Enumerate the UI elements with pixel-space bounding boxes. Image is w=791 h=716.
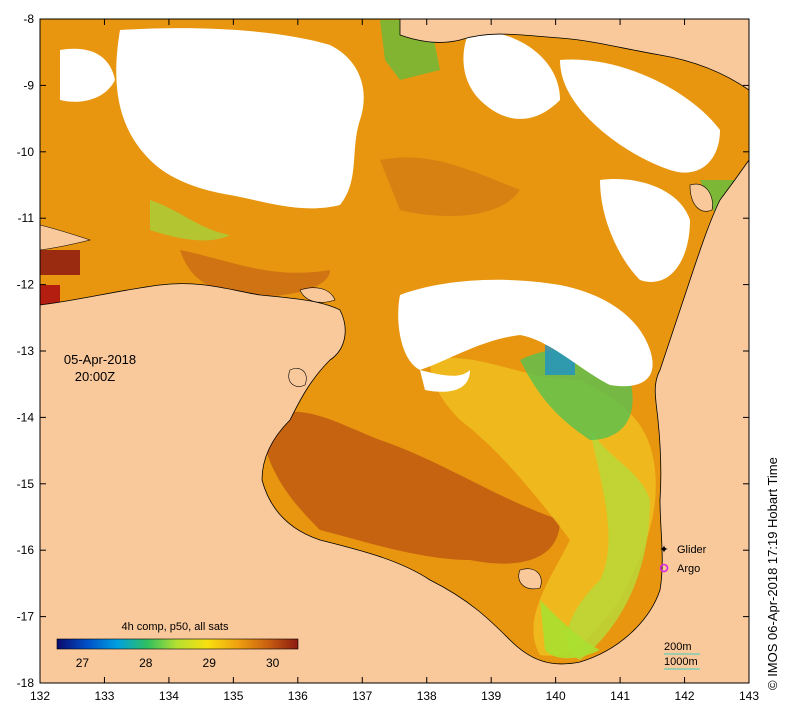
y-tick-label: -9	[23, 78, 34, 92]
contour-legend: 200m 1000m	[664, 641, 700, 670]
x-tick-label: 140	[546, 689, 566, 703]
hot-sst-patch-west-2	[40, 285, 60, 305]
argo-marker-icon	[659, 563, 669, 573]
colorbar-tick-label: 27	[76, 656, 90, 670]
y-tick-label: -18	[17, 676, 35, 690]
hot-sst-patch	[260, 411, 560, 564]
cool-sst-patch-nw	[150, 200, 230, 241]
colorbar	[56, 638, 299, 650]
x-tick-label: 137	[352, 689, 372, 703]
plot-area	[40, 19, 749, 683]
y-tick-label: -17	[17, 610, 35, 624]
hot-sst-patch-west	[40, 250, 80, 275]
x-tick-label: 136	[288, 689, 308, 703]
y-tick-label: -10	[17, 145, 35, 159]
y-tick-label: -11	[18, 211, 35, 225]
contour-200-label: 200m	[664, 641, 692, 653]
y-tick-label: -8	[23, 12, 34, 26]
argo-label: Argo	[677, 563, 700, 575]
x-tick-label: 141	[610, 689, 630, 703]
colorbar-ticks: 27 28 29 30	[76, 656, 280, 670]
x-tick-label: 133	[94, 689, 114, 703]
marker-legend: ✦ Glider Argo	[659, 544, 706, 575]
y-axis: -8 -9 -10 -11 -12 -13 -14 -15 -16 -17 -18	[17, 12, 749, 690]
land-west-coast	[40, 224, 92, 251]
y-tick-label: -16	[17, 543, 35, 557]
land-new-guinea	[399, 19, 749, 91]
x-tick-label: 132	[30, 689, 50, 703]
land-groote-island	[288, 368, 307, 387]
y-tick-label: -13	[17, 344, 35, 358]
colorbar-title: 4h comp, p50, all sats	[121, 621, 229, 633]
time-label: 20:00Z	[75, 369, 116, 384]
imos-credit: © IMOS 06-Apr-2018 17:19 Hobart Time	[765, 457, 780, 690]
cool-sst-patch-south	[540, 600, 600, 659]
x-tick-label: 134	[159, 689, 179, 703]
cloud-region-central	[398, 279, 653, 387]
credit-block: © IMOS 06-Apr-2018 17:19 Hobart Time	[765, 457, 780, 690]
cloud-region-nw	[116, 28, 364, 209]
cloud-region-north	[463, 30, 560, 119]
land-wessel-island	[299, 287, 336, 303]
cloud-region-far-nw	[60, 48, 115, 102]
cloud-region-ne	[560, 59, 720, 173]
cloud-region-central-2	[420, 370, 470, 392]
x-tick-label: 143	[739, 689, 759, 703]
x-tick-label: 135	[223, 689, 243, 703]
x-axis: 132 133 134 135 136 137 138 139 140 141 142 143	[30, 19, 759, 703]
y-tick-label: -12	[17, 278, 35, 292]
land-wellesley-island	[518, 568, 542, 590]
cloud-region-nw-2	[200, 120, 270, 175]
x-tick-label: 138	[417, 689, 437, 703]
date-label: 05-Apr-2018	[64, 352, 136, 367]
x-tick-label: 142	[675, 689, 695, 703]
cool-sst-patch-east	[566, 430, 650, 660]
land-torres-island	[689, 183, 713, 212]
colorbar-tick-label: 28	[139, 656, 153, 670]
glider-label: Glider	[677, 544, 707, 556]
y-tick-label: -15	[17, 477, 35, 491]
colorbar-tick-label: 29	[203, 656, 217, 670]
warm-sst-band	[180, 250, 330, 297]
colorbar-tick-label: 30	[266, 656, 280, 670]
land-mainland	[40, 159, 749, 683]
glider-marker-icon: ✦	[659, 544, 668, 556]
x-tick-label: 139	[481, 689, 501, 703]
warm-sst-north	[380, 157, 520, 216]
cloud-region-east	[600, 179, 690, 282]
contour-1000-label: 1000m	[664, 656, 698, 668]
y-tick-label: -14	[17, 410, 35, 424]
